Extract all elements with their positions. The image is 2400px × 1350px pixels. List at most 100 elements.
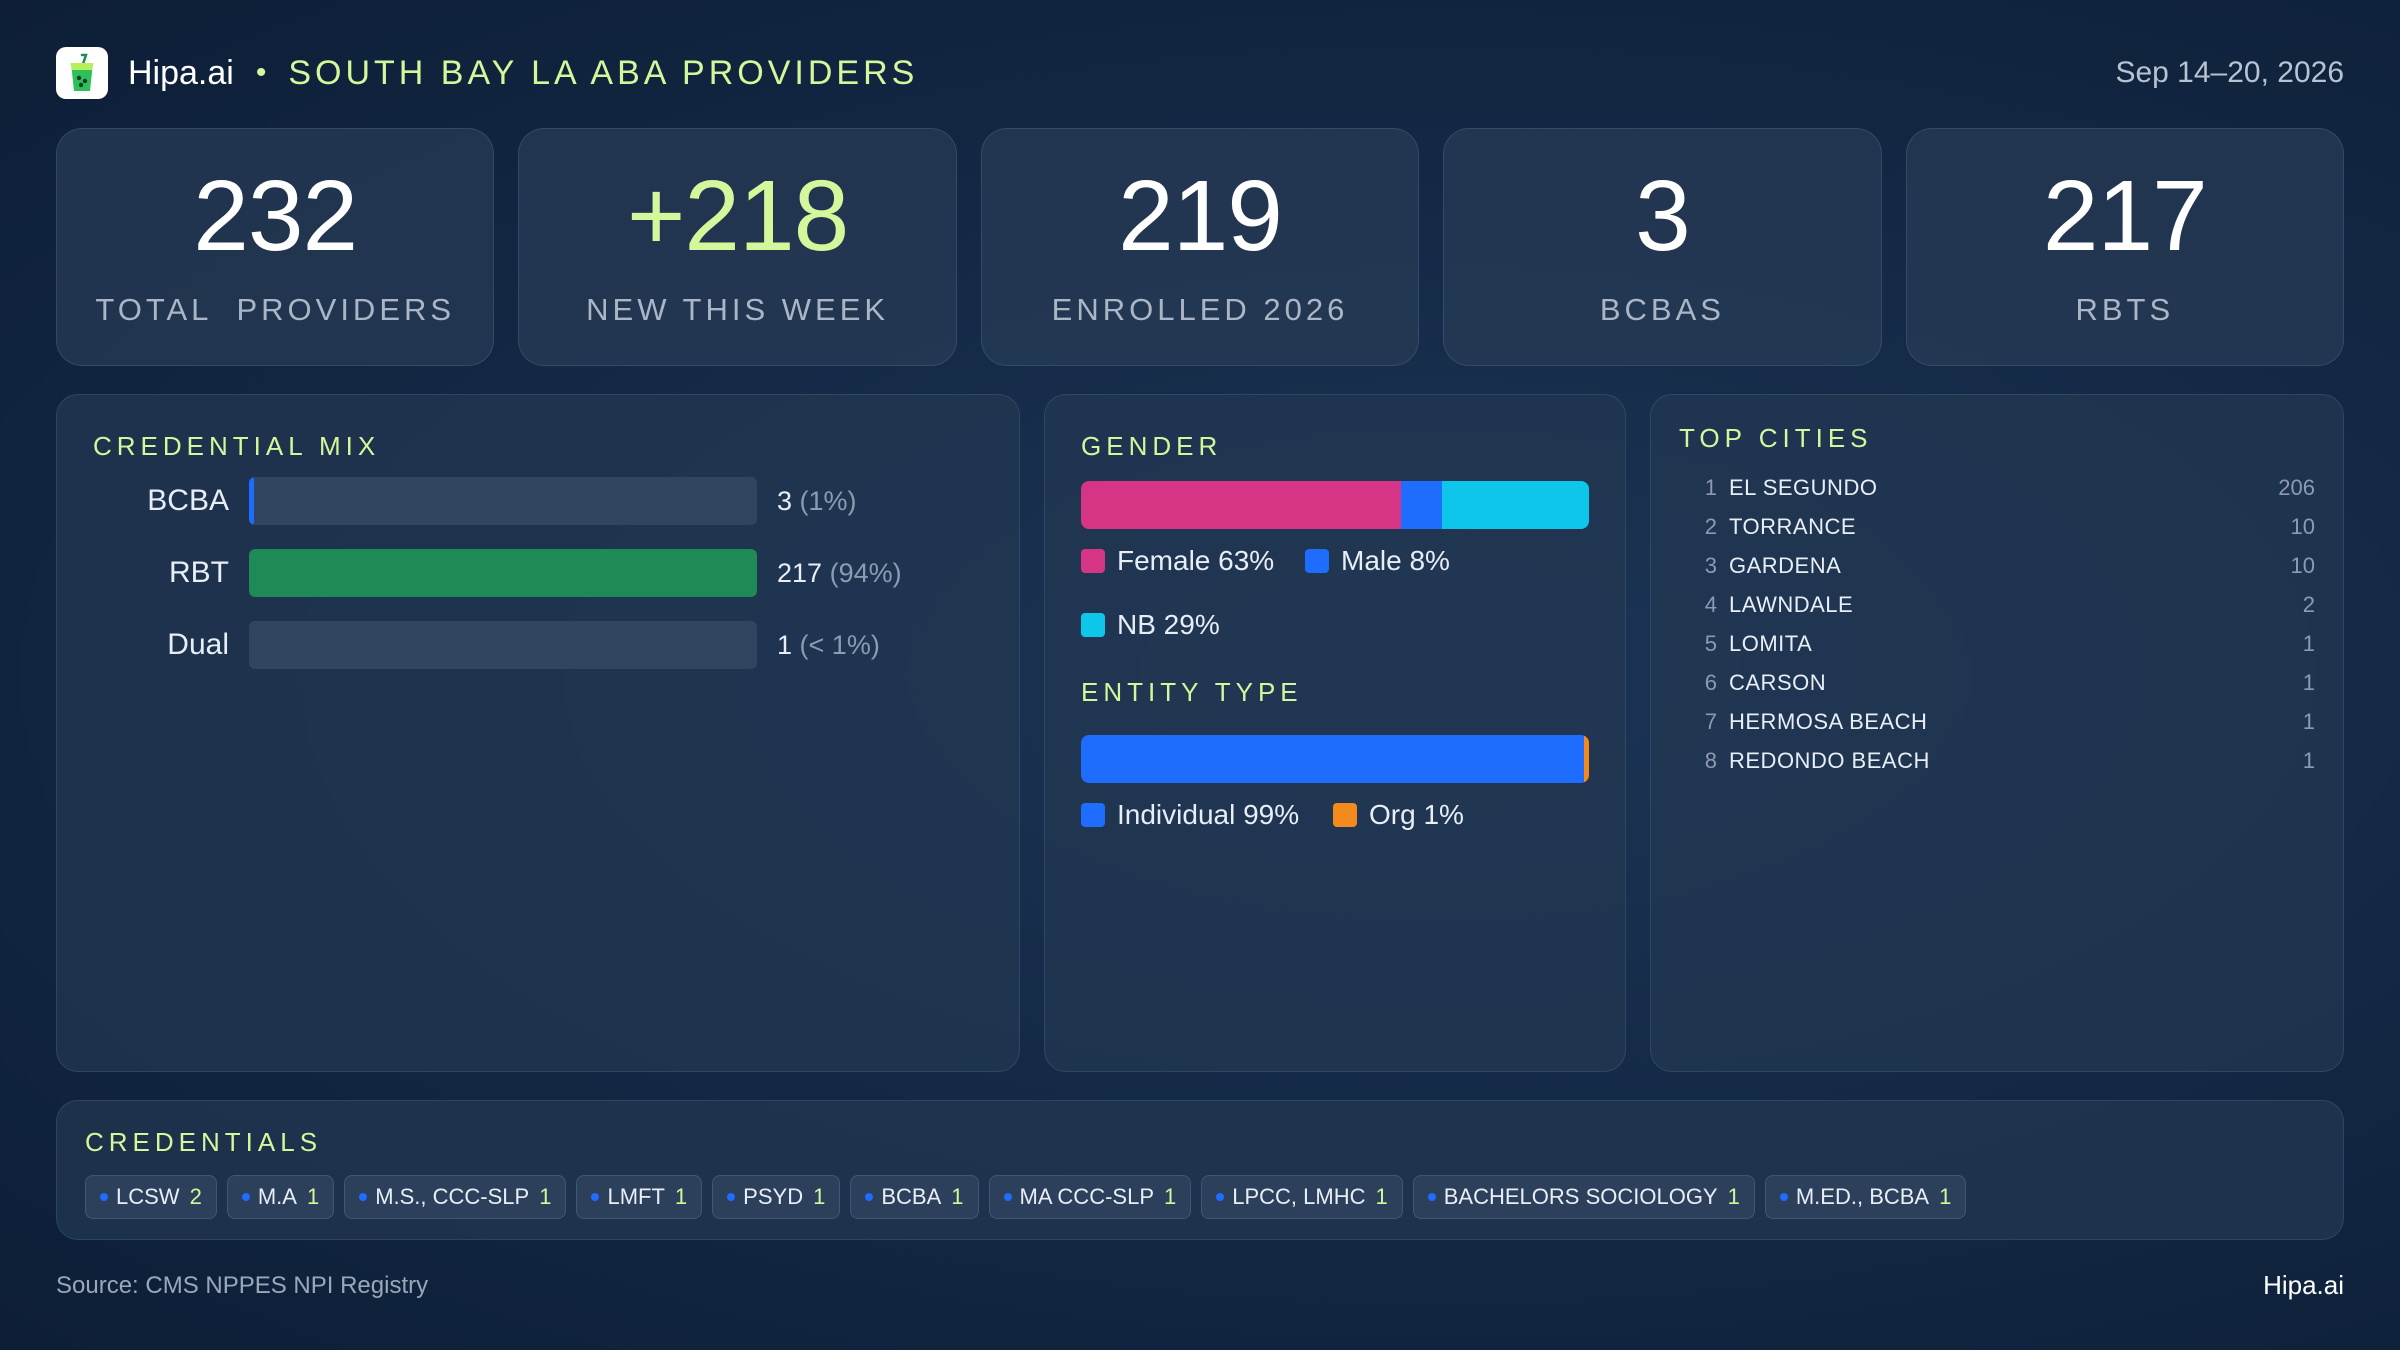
bullet-dot-icon (591, 1193, 600, 1201)
stat-value: 232 (193, 160, 358, 272)
list-item: 4 LAWNDALE 2 (1691, 590, 2315, 620)
chip-label: LMFT (607, 1184, 665, 1209)
chip-count: 1 (1727, 1184, 1740, 1209)
city-count: 10 (2290, 553, 2315, 578)
credentials-panel: CREDENTIALS LCSW 2 M.A 1 M.S., CCC-SLP 1 LM… (56, 1100, 2344, 1240)
stat-card-enrolled: 219 ENROLLED 2026 (980, 128, 1420, 366)
legend-nb: NB 29% (1081, 609, 1220, 641)
city-rank: 8 (1704, 748, 1717, 773)
entity-segment-individual (1081, 735, 1584, 783)
date-range: Sep 14–20, 2026 (2115, 56, 2344, 89)
credential-chip[interactable]: BACHELORS SOCIOLOGY 1 (1412, 1175, 1755, 1219)
mix-label: RBT (169, 556, 229, 589)
mix-label: BCBA (147, 484, 229, 517)
chip-count: 1 (674, 1184, 688, 1209)
mix-percent: (94%) (829, 557, 902, 588)
list-item: 3 GARDENA 10 (1691, 551, 2315, 581)
legend-swatch (1333, 803, 1357, 827)
city-name: HERMOSA BEACH (1729, 709, 1928, 734)
list-item: 2 TORRANCE 10 (1691, 512, 2315, 542)
header: Hipa.ai • SOUTH BAY LA ABA PROVIDERS Sep… (56, 46, 2344, 100)
mix-count: 3 (777, 485, 793, 516)
bullet-dot-icon (1427, 1193, 1436, 1201)
gender-segment-male (1401, 481, 1442, 529)
credential-chip[interactable]: PSYD 1 (712, 1175, 841, 1219)
credential-chips: LCSW 2 M.A 1 M.S., CCC-SLP 1 LMFT 1 PSYD 1 BC… (85, 1175, 1967, 1219)
city-name: TORRANCE (1729, 514, 1857, 539)
stat-label: TOTAL PROVIDERS (95, 292, 456, 327)
chip-label: LPCC, LMHC (1232, 1184, 1366, 1209)
chip-label: LCSW (116, 1184, 180, 1209)
bullet-dot-icon (1216, 1193, 1225, 1201)
mix-percent: (1%) (799, 485, 857, 516)
city-count: 2 (2302, 592, 2315, 617)
legend-label: NB 29% (1117, 609, 1220, 640)
stat-value: +218 (626, 160, 849, 272)
city-count: 10 (2290, 514, 2315, 539)
gender-panel: GENDER Female 63% Male 8% NB 29% ENTITY … (1044, 394, 1626, 1072)
panel-title: CREDENTIAL MIX (93, 431, 381, 461)
bullet-dot-icon (359, 1193, 368, 1201)
stat-value: 219 (1118, 160, 1283, 272)
credential-chip[interactable]: BCBA 1 (850, 1175, 979, 1219)
credential-chip[interactable]: LMFT 1 (576, 1175, 703, 1219)
legend-male: Male 8% (1305, 545, 1450, 577)
list-item: 6 CARSON 1 (1691, 668, 2315, 698)
chip-label: BACHELORS SOCIOLOGY (1443, 1184, 1718, 1209)
panel-title: CREDENTIALS (85, 1127, 323, 1157)
credential-chip[interactable]: M.A 1 (226, 1175, 335, 1219)
legend-female: Female 63% (1081, 545, 1274, 577)
city-name: REDONDO BEACH (1729, 748, 1930, 773)
chip-label: MA CCC-SLP (1019, 1184, 1154, 1209)
credential-chip[interactable]: M.S., CCC-SLP 1 (344, 1175, 567, 1219)
stat-card-rbts: 217 RBTS (1905, 128, 2345, 366)
mix-bar-fill (249, 549, 757, 597)
stat-card-total-providers: 232 TOTAL PROVIDERS (56, 128, 495, 366)
stat-label: NEW THIS WEEK (586, 292, 890, 327)
top-cities-panel: TOP CITIES 1 EL SEGUNDO 206 2 TORRANCE 1… (1650, 394, 2344, 1072)
stats-row: 232 TOTAL PROVIDERS +218 NEW THIS WEEK 2… (56, 128, 2345, 366)
legend-swatch (1081, 613, 1105, 637)
bullet-dot-icon (100, 1193, 108, 1201)
mix-percent: (< 1%) (799, 629, 880, 660)
mix-value: 217 (94%) (777, 558, 902, 589)
mix-row-bcba: BCBA 3 (1%) (93, 477, 857, 525)
bullet-dot-icon (727, 1193, 736, 1201)
mix-count: 217 (777, 557, 823, 588)
list-item: 7 HERMOSA BEACH 1 (1691, 707, 2315, 737)
gender-segment-nb (1441, 481, 1589, 529)
entity-stacked-bar (1081, 735, 1589, 783)
chip-count: 1 (951, 1184, 964, 1209)
city-count: 1 (2302, 670, 2315, 695)
panel-title: GENDER (1081, 431, 1223, 461)
city-rank: 4 (1704, 592, 1717, 617)
credential-chip[interactable]: LCSW 2 (85, 1175, 217, 1219)
list-item: 1 EL SEGUNDO 206 (1691, 473, 2315, 503)
panel-title: TOP CITIES (1679, 423, 1873, 453)
credential-mix-panel: CREDENTIAL MIX BCBA 3 (1%) RBT 217 (94%)… (56, 394, 1020, 1072)
mix-bar-track (249, 477, 757, 525)
chip-label: BCBA (881, 1184, 942, 1209)
stat-value: 3 (1635, 160, 1691, 272)
chip-count: 1 (1939, 1184, 1952, 1209)
drink-cup-icon (56, 47, 108, 99)
chip-label: M.ED., BCBA (1795, 1184, 1930, 1209)
mix-label: Dual (167, 628, 229, 661)
credential-chip[interactable]: LPCC, LMHC 1 (1201, 1175, 1403, 1219)
gender-stacked-bar (1081, 481, 1589, 529)
credential-chip[interactable]: M.ED., BCBA 1 (1764, 1175, 1967, 1219)
city-rank: 6 (1704, 670, 1717, 695)
chip-label: M.A (257, 1184, 297, 1209)
stat-value: 217 (2042, 160, 2208, 272)
mix-bar-track (249, 549, 757, 597)
legend-swatch (1305, 549, 1329, 573)
city-name: LAWNDALE (1729, 592, 1854, 617)
title-separator: • (255, 56, 267, 89)
city-count: 1 (2302, 748, 2315, 773)
chip-count: 1 (813, 1184, 826, 1209)
credential-chip[interactable]: MA CCC-SLP 1 (988, 1175, 1192, 1219)
mix-bar-track (249, 621, 757, 669)
city-rank: 3 (1704, 553, 1717, 578)
legend-label: Female 63% (1117, 545, 1275, 576)
mix-value: 3 (1%) (777, 486, 857, 517)
